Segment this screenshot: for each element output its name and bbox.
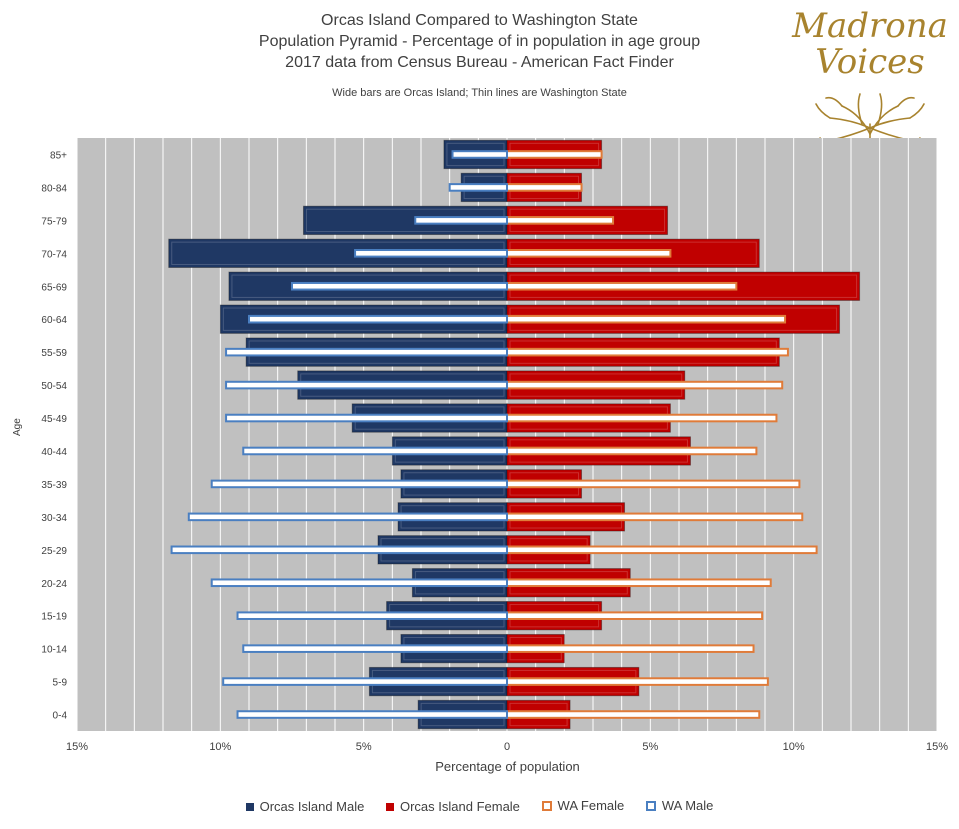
y-tick-label: 65-69 — [41, 282, 67, 293]
bar-wa-male — [414, 216, 508, 225]
y-tick-label: 75-79 — [41, 216, 67, 227]
x-tick-label: 15% — [66, 741, 88, 753]
legend-swatch — [245, 802, 254, 811]
legend-item-orcas-male: Orcas Island Male — [245, 799, 365, 814]
y-tick-label: 50-54 — [41, 381, 67, 392]
y-tick-label: 40-44 — [41, 447, 67, 458]
bar-wa-female — [506, 644, 755, 653]
y-tick-label: 60-64 — [41, 315, 67, 326]
y-axis-title: Age — [12, 418, 23, 436]
legend-label: Orcas Island Male — [259, 799, 365, 814]
y-tick-label: 45-49 — [41, 414, 67, 425]
bar-wa-male — [242, 644, 508, 653]
y-tick-label: 15-19 — [41, 612, 67, 623]
logo-text-1: Madrona — [792, 6, 948, 46]
bar-wa-male — [236, 611, 509, 620]
legend-swatch — [385, 802, 394, 811]
x-tick-label: 5% — [356, 741, 372, 753]
madrona-voices-logo: Madrona Voices — [790, 6, 950, 170]
bar-wa-female — [506, 314, 787, 324]
bar-wa-male — [248, 314, 508, 324]
bar-wa-female — [506, 216, 615, 225]
bar-wa-male — [225, 413, 508, 423]
y-tick-label: 70-74 — [41, 249, 67, 260]
bar-wa-female — [506, 347, 789, 357]
x-tick-label: 10% — [783, 741, 805, 753]
x-axis-title: Percentage of population — [435, 759, 580, 774]
bar-wa-male — [225, 347, 508, 357]
bar-wa-female — [506, 611, 764, 620]
bar-wa-female — [506, 413, 778, 423]
y-tick-label: 20-24 — [41, 579, 67, 590]
y-tick-label: 55-59 — [41, 348, 67, 359]
bar-wa-female — [506, 150, 603, 159]
legend-item-wa-male: WA Male — [645, 798, 714, 813]
bar-wa-male — [170, 545, 508, 555]
x-tick-label: 0 — [504, 741, 510, 753]
bar-wa-female — [506, 479, 801, 489]
y-tick-label: 85+ — [50, 150, 67, 161]
title-line-1: Orcas Island Compared to Washington Stat… — [321, 12, 638, 29]
y-tick-label: 25-29 — [41, 546, 67, 557]
x-tick-label: 15% — [926, 741, 948, 753]
logo-text-2: Voices — [815, 42, 925, 82]
legend-swatch — [541, 800, 552, 811]
bar-wa-female — [506, 446, 758, 456]
bar-wa-male — [354, 249, 509, 258]
chart-subtitle: Wide bars are Orcas Island; Thin lines a… — [332, 87, 627, 99]
x-tick-label: 5% — [642, 741, 658, 753]
bar-wa-male — [291, 281, 508, 291]
bar-wa-male — [210, 578, 508, 588]
bar-wa-female — [506, 677, 769, 686]
y-tick-label: 10-14 — [41, 645, 67, 656]
y-tick-label: 5-9 — [53, 678, 68, 689]
bar-wa-female — [506, 545, 818, 555]
bar-orcas-male — [168, 238, 508, 268]
bar-wa-male — [225, 380, 508, 390]
bar-wa-female — [506, 710, 761, 719]
bar-wa-male — [242, 446, 508, 456]
y-tick-label: 35-39 — [41, 480, 67, 491]
bar-wa-female — [506, 249, 672, 258]
chart-titles: Orcas Island Compared to Washington Stat… — [0, 10, 959, 99]
title-line-2: Population Pyramid - Percentage of in po… — [258, 33, 701, 50]
title-line-3: 2017 data from Census Bureau - American … — [285, 54, 674, 71]
legend-label: WA Male — [661, 798, 714, 813]
chart-legend: Orcas Island Male Orcas Island Female WA… — [0, 798, 959, 814]
y-tick-label: 80-84 — [41, 183, 67, 194]
legend-item-wa-female: WA Female — [541, 798, 625, 813]
bar-wa-male — [236, 710, 509, 719]
y-tick-label: 30-34 — [41, 513, 67, 524]
bar-wa-female — [506, 281, 738, 291]
legend-item-orcas-female: Orcas Island Female — [385, 799, 520, 814]
bar-wa-female — [506, 183, 583, 192]
legend-label: WA Female — [557, 798, 625, 813]
bar-wa-male — [222, 677, 508, 686]
bar-wa-female — [506, 578, 772, 588]
y-tick-label: 0-4 — [53, 711, 68, 722]
bar-wa-female — [506, 380, 784, 390]
legend-swatch — [645, 800, 656, 811]
bar-wa-male — [210, 479, 508, 489]
bar-wa-male — [187, 512, 509, 522]
bar-wa-male — [451, 150, 508, 159]
bar-wa-female — [506, 512, 804, 522]
bar-wa-male — [448, 183, 508, 192]
legend-label: Orcas Island Female — [399, 799, 520, 814]
x-tick-label: 10% — [209, 741, 231, 753]
